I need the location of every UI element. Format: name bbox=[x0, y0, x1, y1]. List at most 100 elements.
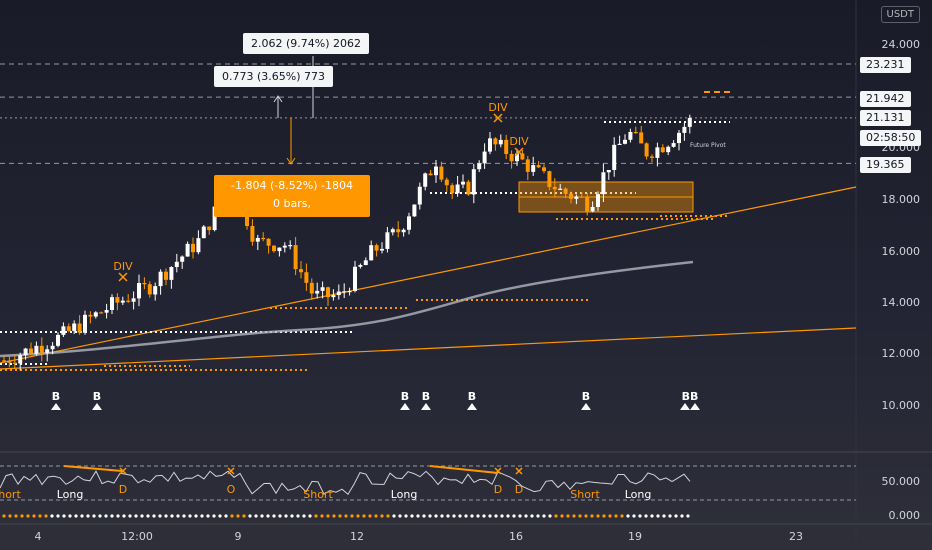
osc-signal-dot bbox=[380, 514, 384, 518]
candle-body bbox=[45, 349, 50, 353]
buy-signal-label: B bbox=[52, 390, 60, 403]
measurement-orange-line1: -1.804 (-8.52%) -1804 bbox=[231, 179, 353, 192]
osc-signal-dot bbox=[14, 514, 18, 518]
trend-line-upper bbox=[0, 186, 857, 364]
y-tick-10: 10.000 bbox=[881, 399, 921, 412]
osc-long-label: Long bbox=[625, 488, 652, 501]
osc-long-label: Long bbox=[57, 488, 84, 501]
candle-body bbox=[277, 247, 282, 252]
osc-d-label: D bbox=[515, 483, 523, 496]
osc-signal-dot bbox=[2, 514, 6, 518]
osc-signal-dot bbox=[128, 514, 132, 518]
buy-signal-label: B bbox=[93, 390, 101, 403]
osc-signal-dot bbox=[656, 514, 660, 518]
candle-body bbox=[331, 295, 336, 298]
candle-body bbox=[29, 348, 33, 354]
osc-signal-dot bbox=[422, 514, 426, 518]
candle-body bbox=[18, 355, 23, 364]
candle-body bbox=[309, 282, 314, 294]
candle-body bbox=[126, 300, 131, 302]
candle-body bbox=[482, 151, 487, 164]
osc-signal-dot bbox=[134, 514, 138, 518]
measurement-label-mid[interactable]: 0.773 (3.65%) 773 bbox=[214, 66, 334, 87]
buy-signal-label: B bbox=[468, 390, 476, 403]
y-tick-18: 18.000 bbox=[881, 193, 921, 206]
candle-body bbox=[88, 314, 93, 317]
measurement-label-top[interactable]: 2.062 (9.74%) 2062 bbox=[243, 33, 370, 54]
osc-signal-dot bbox=[332, 514, 336, 518]
osc-signal-dot bbox=[638, 514, 642, 518]
osc-signal-dot bbox=[434, 514, 438, 518]
candle-body bbox=[380, 248, 384, 251]
candle-body bbox=[558, 188, 563, 190]
y-tick-24: 24.000 bbox=[881, 38, 921, 51]
candle-body bbox=[272, 245, 276, 252]
osc-o-label: O bbox=[227, 483, 236, 496]
osc-signal-dot bbox=[260, 514, 264, 518]
candle-body bbox=[50, 345, 55, 350]
osc-signal-dot bbox=[44, 514, 48, 518]
candle-body bbox=[569, 193, 573, 199]
osc-signal-dot bbox=[308, 514, 312, 518]
osc-signal-dot bbox=[464, 514, 468, 518]
osc-signal-dot bbox=[488, 514, 492, 518]
candle-body bbox=[385, 232, 390, 249]
candle-body bbox=[579, 196, 584, 198]
candle-body bbox=[390, 229, 395, 233]
osc-d-label: D bbox=[119, 483, 127, 496]
candle-body bbox=[547, 171, 552, 187]
candle-body bbox=[542, 167, 546, 172]
x-tick-4: 4 bbox=[34, 530, 42, 543]
candle-body bbox=[650, 156, 654, 158]
osc-signal-dot bbox=[356, 514, 360, 518]
candle-body bbox=[191, 243, 195, 253]
candle-body bbox=[617, 143, 622, 146]
osc-signal-dot bbox=[662, 514, 666, 518]
osc-signal-dot bbox=[482, 514, 486, 518]
candle-body bbox=[687, 117, 692, 127]
osc-signal-dot bbox=[32, 514, 36, 518]
osc-short-label: Short bbox=[0, 488, 21, 501]
candle-body bbox=[596, 194, 600, 208]
candle-body bbox=[493, 138, 498, 145]
candle-body bbox=[601, 172, 606, 195]
osc-signal-dot bbox=[386, 514, 390, 518]
osc-signal-dot bbox=[632, 514, 636, 518]
candle-body bbox=[450, 185, 455, 194]
indicator-tick-50: 50.000 bbox=[881, 475, 921, 488]
osc-signal-dot bbox=[440, 514, 444, 518]
candle-body bbox=[525, 159, 530, 172]
measurement-label-orange[interactable]: -1.804 (-8.52%) -1804 0 bars, bbox=[214, 175, 370, 217]
countdown-label: 02:58:50 bbox=[860, 130, 922, 146]
candle-body bbox=[282, 245, 287, 248]
osc-signal-dot bbox=[158, 514, 162, 518]
candle-body bbox=[423, 173, 428, 187]
div-cross-icon bbox=[118, 272, 128, 282]
osc-signal-dot bbox=[410, 514, 414, 518]
candle-body bbox=[115, 297, 120, 303]
candle-body bbox=[174, 261, 179, 268]
osc-signal-dot bbox=[584, 514, 588, 518]
candle-body bbox=[477, 163, 482, 170]
osc-signal-dot bbox=[344, 514, 348, 518]
osc-signal-dot bbox=[512, 514, 516, 518]
candle-body bbox=[563, 188, 568, 194]
candle-body bbox=[250, 225, 255, 242]
osc-signal-dot bbox=[398, 514, 402, 518]
buy-triangle-icon bbox=[51, 403, 61, 410]
osc-signal-dot bbox=[68, 514, 72, 518]
candle-body bbox=[7, 360, 12, 363]
currency-badge[interactable]: USDT bbox=[880, 6, 920, 23]
osc-signal-dot bbox=[314, 514, 318, 518]
osc-signal-dot bbox=[644, 514, 648, 518]
candle-body bbox=[120, 300, 125, 303]
candle-body bbox=[153, 286, 158, 295]
price-label-21942: 21.942 bbox=[860, 91, 911, 107]
arrow-down-icon bbox=[286, 157, 296, 165]
moving-average-line bbox=[0, 260, 694, 358]
candle-body bbox=[66, 326, 71, 331]
osc-signal-dot bbox=[104, 514, 108, 518]
